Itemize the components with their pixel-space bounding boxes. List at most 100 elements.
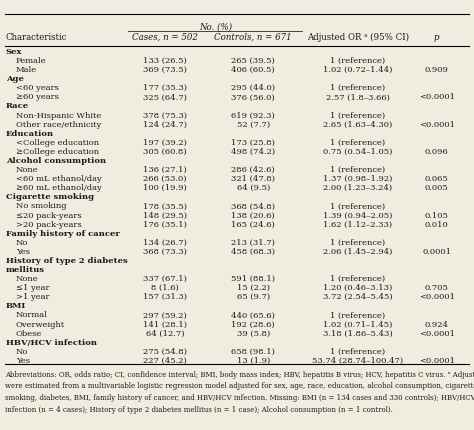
Text: 1 (reference): 1 (reference) <box>330 311 385 319</box>
Text: 1.02 (0.72–1.44): 1.02 (0.72–1.44) <box>323 66 392 74</box>
Text: 1 (reference): 1 (reference) <box>330 138 385 147</box>
Text: 134 (26.7): 134 (26.7) <box>143 238 187 246</box>
Text: 227 (45.2): 227 (45.2) <box>143 356 187 364</box>
Text: No: No <box>16 347 28 355</box>
Text: 1.62 (1.12–2.33): 1.62 (1.12–2.33) <box>323 220 392 228</box>
Text: Yes: Yes <box>16 356 30 364</box>
Text: 1.20 (0.46–3.13): 1.20 (0.46–3.13) <box>323 283 392 292</box>
Text: 1.02 (0.71–1.45): 1.02 (0.71–1.45) <box>323 320 392 328</box>
Text: <0.0001: <0.0001 <box>419 329 455 337</box>
Text: 177 (35.3): 177 (35.3) <box>143 84 187 92</box>
Text: 173 (25.8): 173 (25.8) <box>231 138 275 147</box>
Text: Yes: Yes <box>16 247 30 255</box>
Text: 1.37 (0.98–1.92): 1.37 (0.98–1.92) <box>323 175 392 183</box>
Text: 148 (29.5): 148 (29.5) <box>143 211 187 219</box>
Text: <60 mL ethanol/day: <60 mL ethanol/day <box>16 175 101 183</box>
Text: 275 (54.8): 275 (54.8) <box>143 347 187 355</box>
Text: 0.909: 0.909 <box>425 66 449 74</box>
Text: 658 (98.1): 658 (98.1) <box>231 347 275 355</box>
Text: BMI: BMI <box>6 302 26 310</box>
Text: 141 (28.1): 141 (28.1) <box>143 320 187 328</box>
Text: 2.65 (1.63–4.30): 2.65 (1.63–4.30) <box>323 120 392 128</box>
Text: <College education: <College education <box>16 138 99 147</box>
Text: None: None <box>16 166 38 174</box>
Text: Non-Hispanic White: Non-Hispanic White <box>16 111 101 119</box>
Text: 176 (35.1): 176 (35.1) <box>143 220 187 228</box>
Text: 0.010: 0.010 <box>425 220 448 228</box>
Text: Sex: Sex <box>6 48 22 56</box>
Text: Controls, n = 671: Controls, n = 671 <box>214 33 292 42</box>
Text: 266 (53.0): 266 (53.0) <box>143 175 187 183</box>
Text: No smoking: No smoking <box>16 202 66 210</box>
Text: 64 (9.5): 64 (9.5) <box>237 184 270 192</box>
Text: 0.0001: 0.0001 <box>422 247 451 255</box>
Text: ≥60 years: ≥60 years <box>16 93 59 101</box>
Text: Race: Race <box>6 102 29 110</box>
Text: Overweight: Overweight <box>16 320 65 328</box>
Text: 498 (74.2): 498 (74.2) <box>231 147 275 156</box>
Text: 325 (64.7): 325 (64.7) <box>143 93 187 101</box>
Text: Cigarette smoking: Cigarette smoking <box>6 193 94 201</box>
Text: 1.39 (0.94–2.05): 1.39 (0.94–2.05) <box>323 211 392 219</box>
Text: ≤1 year: ≤1 year <box>16 283 49 292</box>
Text: 1 (reference): 1 (reference) <box>330 347 385 355</box>
Text: 178 (35.5): 178 (35.5) <box>143 202 187 210</box>
Text: 53.74 (28.74–100.47): 53.74 (28.74–100.47) <box>312 356 403 364</box>
Text: ≥College education: ≥College education <box>16 147 99 156</box>
Text: Obese: Obese <box>16 329 42 337</box>
Text: None: None <box>16 274 38 283</box>
Text: Characteristic: Characteristic <box>6 33 67 42</box>
Text: 1 (reference): 1 (reference) <box>330 84 385 92</box>
Text: History of type 2 diabetes: History of type 2 diabetes <box>6 256 128 264</box>
Text: Other race/ethnicity: Other race/ethnicity <box>16 120 101 128</box>
Text: 337 (67.1): 337 (67.1) <box>143 274 187 283</box>
Text: 1 (reference): 1 (reference) <box>330 238 385 246</box>
Text: 265 (39.5): 265 (39.5) <box>231 57 275 65</box>
Text: 619 (92.3): 619 (92.3) <box>231 111 275 119</box>
Text: 2.57 (1.8–3.66): 2.57 (1.8–3.66) <box>326 93 390 101</box>
Text: 65 (9.7): 65 (9.7) <box>237 292 270 301</box>
Text: HBV/HCV infection: HBV/HCV infection <box>6 338 97 346</box>
Text: 376 (56.0): 376 (56.0) <box>231 93 275 101</box>
Text: 295 (44.0): 295 (44.0) <box>231 84 275 92</box>
Text: Male: Male <box>16 66 37 74</box>
Text: Adjusted OR ᵃ (95% CI): Adjusted OR ᵃ (95% CI) <box>307 33 409 42</box>
Text: 369 (73.5): 369 (73.5) <box>143 66 187 74</box>
Text: were estimated from a multivariable logistic regression model adjusted for sex, : were estimated from a multivariable logi… <box>5 381 474 390</box>
Text: p: p <box>434 33 439 42</box>
Text: ≥60 mL ethanol/day: ≥60 mL ethanol/day <box>16 184 101 192</box>
Text: Family history of cancer: Family history of cancer <box>6 229 119 237</box>
Text: 0.924: 0.924 <box>425 320 449 328</box>
Text: Female: Female <box>16 57 46 65</box>
Text: 165 (24.6): 165 (24.6) <box>231 220 275 228</box>
Text: <0.0001: <0.0001 <box>419 120 455 128</box>
Text: >20 pack-years: >20 pack-years <box>16 220 82 228</box>
Text: 15 (2.2): 15 (2.2) <box>237 283 270 292</box>
Text: mellitus: mellitus <box>6 265 45 273</box>
Text: 3.18 (1.86–5.43): 3.18 (1.86–5.43) <box>323 329 392 337</box>
Text: ≤20 pack-years: ≤20 pack-years <box>16 211 82 219</box>
Text: 136 (27.1): 136 (27.1) <box>143 166 187 174</box>
Text: No: No <box>16 238 28 246</box>
Text: 286 (42.6): 286 (42.6) <box>231 166 275 174</box>
Text: 591 (88.1): 591 (88.1) <box>231 274 275 283</box>
Text: Normal: Normal <box>16 311 48 319</box>
Text: infection (n = 4 cases); History of type 2 diabetes mellitus (n = 1 case); Alcoh: infection (n = 4 cases); History of type… <box>5 405 392 413</box>
Text: Alcohol consumption: Alcohol consumption <box>6 157 106 165</box>
Text: 440 (65.6): 440 (65.6) <box>231 311 275 319</box>
Text: <0.0001: <0.0001 <box>419 292 455 301</box>
Text: 52 (7.7): 52 (7.7) <box>237 120 270 128</box>
Text: 133 (26.5): 133 (26.5) <box>143 57 187 65</box>
Text: 1 (reference): 1 (reference) <box>330 57 385 65</box>
Text: <0.0001: <0.0001 <box>419 93 455 101</box>
Text: 2.06 (1.45–2.94): 2.06 (1.45–2.94) <box>323 247 392 255</box>
Text: 0.096: 0.096 <box>425 147 448 156</box>
Text: 64 (12.7): 64 (12.7) <box>146 329 184 337</box>
Text: 8 (1.6): 8 (1.6) <box>151 283 179 292</box>
Text: 13 (1.9): 13 (1.9) <box>237 356 270 364</box>
Text: smoking, diabetes, BMI, family history of cancer, and HBV/HCV infection. Missing: smoking, diabetes, BMI, family history o… <box>5 393 474 401</box>
Text: 378 (75.3): 378 (75.3) <box>143 111 187 119</box>
Text: 39 (5.8): 39 (5.8) <box>237 329 270 337</box>
Text: <60 years: <60 years <box>16 84 59 92</box>
Text: 1 (reference): 1 (reference) <box>330 111 385 119</box>
